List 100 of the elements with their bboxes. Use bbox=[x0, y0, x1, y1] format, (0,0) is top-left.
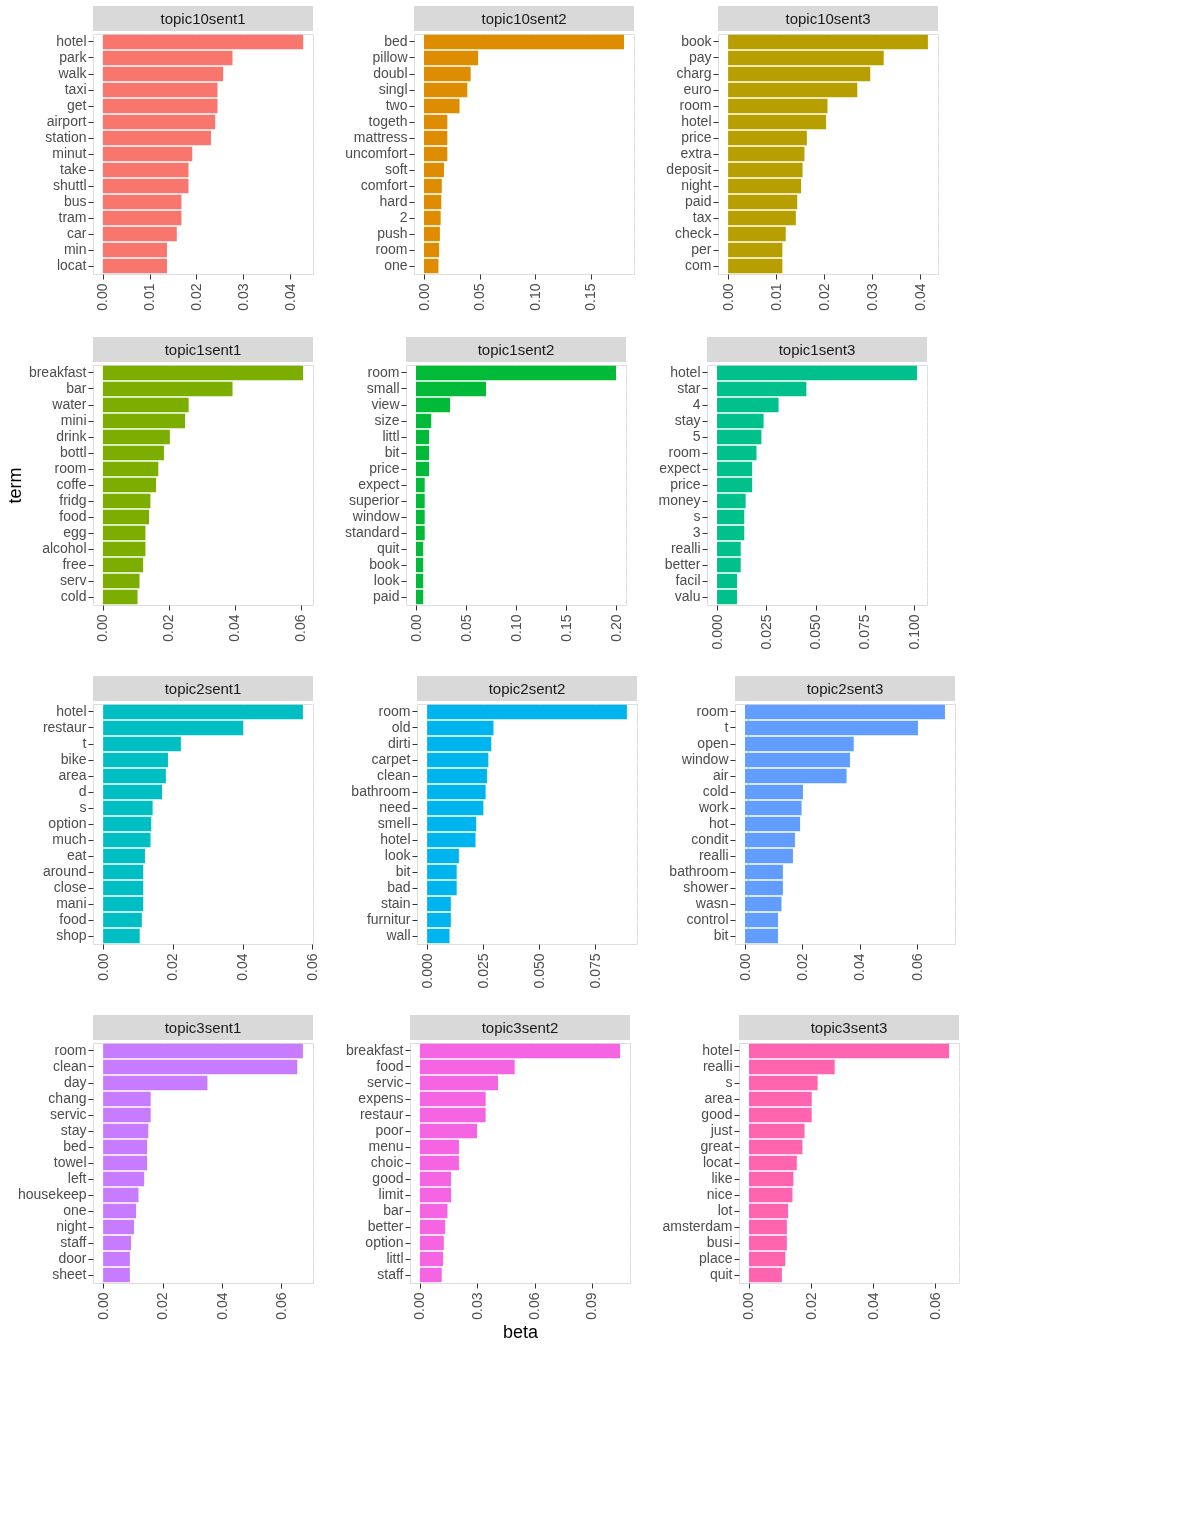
bar bbox=[745, 896, 782, 912]
bar bbox=[745, 736, 854, 752]
bar bbox=[103, 1139, 148, 1155]
y-tick-label: bad bbox=[387, 879, 411, 895]
bar bbox=[102, 162, 189, 178]
y-tick-label: room bbox=[378, 703, 411, 719]
bar bbox=[102, 541, 146, 557]
y-tick-label: smell bbox=[377, 815, 411, 831]
bar bbox=[745, 832, 795, 848]
bar bbox=[103, 848, 145, 864]
y-tick-label: serv bbox=[60, 572, 87, 588]
bar bbox=[728, 258, 783, 274]
y-tick-label: price bbox=[681, 129, 712, 145]
y-tick-label: room bbox=[54, 460, 87, 476]
x-tick-label: 0.06 bbox=[292, 614, 309, 642]
y-tick-label: locat bbox=[702, 1154, 733, 1170]
bar bbox=[424, 210, 441, 226]
bar bbox=[102, 525, 146, 541]
y-tick-label: look bbox=[384, 847, 412, 863]
bar bbox=[728, 226, 786, 242]
x-tick-label: 0.04 bbox=[281, 283, 298, 311]
bar bbox=[717, 589, 737, 605]
y-tick-label: stay bbox=[60, 1122, 87, 1138]
y-tick-label: better bbox=[664, 556, 701, 572]
x-tick-label: 0.00 bbox=[719, 283, 736, 311]
x-axis-title: beta bbox=[502, 1321, 539, 1342]
y-tick-label: hotel bbox=[56, 703, 87, 719]
y-tick-label: check bbox=[674, 225, 713, 241]
y-tick-label: doubl bbox=[373, 65, 408, 81]
y-tick-label: place bbox=[699, 1250, 733, 1266]
bar bbox=[745, 704, 945, 720]
y-tick-label: hard bbox=[379, 193, 408, 209]
bar bbox=[419, 1203, 448, 1219]
x-tick-label: 0.04 bbox=[213, 1292, 230, 1320]
bar bbox=[748, 1155, 797, 1171]
bar bbox=[427, 912, 451, 928]
bar bbox=[102, 573, 140, 589]
y-tick-label: bed bbox=[384, 33, 408, 49]
bar bbox=[103, 928, 140, 944]
y-tick-label: great bbox=[700, 1138, 733, 1154]
bar bbox=[103, 912, 142, 928]
bar bbox=[103, 1267, 130, 1283]
y-tick-label: room bbox=[679, 97, 712, 113]
y-tick-label: bed bbox=[63, 1138, 87, 1154]
bar bbox=[103, 896, 144, 912]
y-tick-label: wall bbox=[385, 927, 411, 943]
bar bbox=[427, 720, 494, 736]
chart-title: topic10sent3 bbox=[785, 10, 871, 27]
x-tick-label: 0.00 bbox=[736, 953, 753, 981]
bar bbox=[424, 178, 442, 194]
bar bbox=[419, 1043, 621, 1059]
bar bbox=[717, 445, 757, 461]
chart-title: topic1sent1 bbox=[164, 341, 242, 358]
bar bbox=[728, 34, 928, 50]
bar bbox=[103, 832, 151, 848]
bar bbox=[748, 1171, 794, 1187]
x-tick-label: 0.100 bbox=[905, 614, 922, 650]
bar bbox=[424, 98, 460, 114]
y-tick-label: look bbox=[373, 572, 401, 588]
x-tick-label: 0.03 bbox=[863, 283, 880, 311]
y-tick-label: book bbox=[681, 33, 713, 49]
bar bbox=[103, 784, 163, 800]
bar bbox=[745, 928, 779, 944]
x-tick-label: 0.01 bbox=[141, 283, 158, 311]
y-tick-label: togeth bbox=[368, 113, 408, 129]
x-tick-label: 0.15 bbox=[582, 283, 599, 311]
y-tick-label: mani bbox=[56, 895, 87, 911]
y-tick-label: uncomfort bbox=[345, 145, 408, 161]
bar bbox=[416, 541, 424, 557]
x-tick-label: 0.15 bbox=[557, 614, 574, 642]
bar bbox=[416, 589, 424, 605]
y-tick-label: area bbox=[58, 767, 87, 783]
y-tick-label: option bbox=[365, 1234, 404, 1250]
y-tick-label: servic bbox=[49, 1106, 87, 1122]
bar bbox=[424, 226, 440, 242]
x-tick-label: 0.10 bbox=[526, 283, 543, 311]
bar bbox=[728, 82, 858, 98]
y-tick-label: limit bbox=[378, 1186, 404, 1202]
bar bbox=[103, 1059, 298, 1075]
x-tick-label: 0.09 bbox=[583, 1292, 600, 1320]
y-tick-label: stain bbox=[380, 895, 411, 911]
y-tick-label: dirti bbox=[387, 735, 411, 751]
chart-title: topic1sent3 bbox=[778, 341, 856, 358]
y-tick-label: book bbox=[369, 556, 401, 572]
bar bbox=[103, 768, 166, 784]
y-tick-label: two bbox=[385, 97, 408, 113]
y-tick-label: towel bbox=[53, 1154, 87, 1170]
bar bbox=[717, 557, 741, 573]
y-tick-label: station bbox=[45, 129, 87, 145]
x-tick-label: 0.06 bbox=[303, 953, 320, 981]
y-tick-label: quit bbox=[376, 540, 400, 556]
y-tick-label: price bbox=[670, 476, 701, 492]
y-tick-label: room bbox=[668, 444, 701, 460]
y-tick-label: bathroom bbox=[351, 783, 411, 799]
y-tick-label: around bbox=[42, 863, 87, 879]
bar bbox=[102, 397, 189, 413]
bar bbox=[102, 461, 159, 477]
bar bbox=[427, 864, 457, 880]
bar bbox=[427, 736, 492, 752]
bar bbox=[745, 768, 847, 784]
